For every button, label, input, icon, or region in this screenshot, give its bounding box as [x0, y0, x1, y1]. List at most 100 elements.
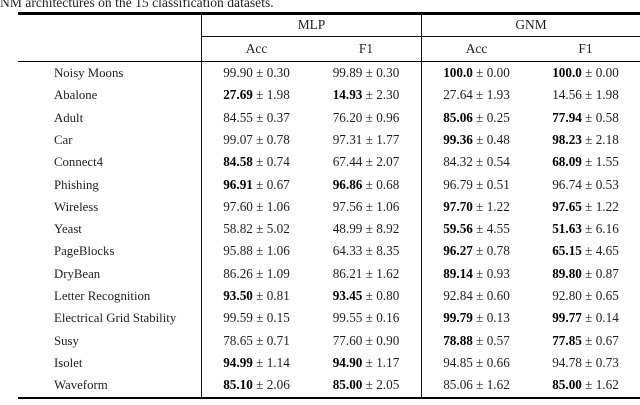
metric-value: 99.55	[332, 310, 363, 326]
metric-std: ± 5.02	[252, 221, 290, 237]
table-row: DryBean 86.26 ± 1.09 86.21 ± 1.62 89.14 …	[18, 262, 640, 286]
gnm-f1-cell: 94.78 ± 0.73	[531, 352, 640, 374]
metric-value: 96.91	[223, 176, 253, 192]
mlp-acc-cell: 99.90 ± 0.30	[201, 62, 311, 85]
metric-std: ± 1.14	[252, 354, 290, 370]
mlp-acc-cell: 96.91 ± 0.67	[201, 173, 311, 196]
metric-value: 27.69	[223, 87, 253, 103]
metric-value: 97.31	[332, 131, 363, 147]
metric-std: ± 0.25	[472, 109, 510, 125]
metric-value: 96.79	[443, 176, 473, 192]
metric-value: 14.56	[552, 87, 582, 103]
gnm-f1-cell: 92.80 ± 0.65	[531, 285, 640, 307]
metric-std: ± 0.74	[252, 154, 290, 170]
metric-value: 85.00	[332, 377, 363, 393]
mlp-f1-cell: 64.33 ± 8.35	[311, 240, 421, 262]
gnm-acc-cell: 99.79 ± 0.13	[421, 307, 531, 330]
mlp-f1-cell: 94.90 ± 1.17	[311, 352, 421, 374]
metric-value: 93.50	[223, 288, 253, 304]
metric-value: 48.99	[332, 221, 363, 237]
gnm-f1-cell: 77.85 ± 0.67	[531, 330, 640, 352]
metric-value: 78.65	[223, 332, 253, 348]
gnm-f1-cell: 14.56 ± 1.98	[531, 84, 640, 106]
metric-std: ± 1.09	[252, 265, 290, 281]
dataset-name: Waveform	[54, 378, 108, 393]
metric-std: ± 0.65	[581, 288, 619, 304]
gnm-acc-cell: 96.79 ± 0.51	[421, 173, 531, 196]
gnm-acc-cell: 84.32 ± 0.54	[421, 151, 531, 174]
metric-std: ± 6.16	[581, 221, 619, 237]
metric-value: 27.64	[443, 87, 473, 103]
metric-std: ± 1.22	[472, 198, 510, 214]
dataset-name: DryBean	[54, 266, 101, 281]
table-row: PageBlocks 95.88 ± 1.06 64.33 ± 8.35 96.…	[18, 240, 640, 263]
metric-std: ± 2.05	[362, 377, 400, 393]
metric-std: ± 0.16	[362, 310, 400, 326]
table-body: Noisy Moons 99.90 ± 0.30 99.89 ± 0.30 10…	[18, 62, 640, 397]
metric-std: ± 0.15	[252, 310, 290, 326]
metric-std: ± 1.98	[252, 87, 290, 103]
metric-value: 99.59	[223, 310, 253, 326]
dataset-name: Connect4	[54, 155, 104, 170]
table-row: Letter Recognition 93.50 ± 0.81 93.45 ± …	[18, 285, 640, 308]
metric-std: ± 0.67	[581, 332, 619, 348]
metric-std: ± 0.37	[252, 109, 290, 125]
dataset-name: Letter Recognition	[54, 289, 151, 304]
metric-value: 99.07	[223, 131, 253, 147]
metric-value: 77.85	[552, 332, 582, 348]
gnm-acc-cell: 85.06 ± 1.62	[421, 374, 531, 397]
metric-value: 76.20	[332, 109, 363, 125]
metric-std: ± 8.92	[362, 221, 400, 237]
metric-std: ± 0.93	[472, 265, 510, 281]
metric-std: ± 1.77	[362, 131, 400, 147]
metric-value: 65.15	[552, 243, 582, 259]
metric-value: 77.60	[332, 332, 363, 348]
dataset-name: Susy	[54, 333, 79, 348]
metric-value: 97.56	[332, 198, 363, 214]
results-table: MLP GNM Acc F1 Acc F1 Noisy Moons 99.90 …	[18, 12, 640, 400]
metric-std: ± 8.35	[362, 243, 400, 259]
gnm-f1-cell: 68.09 ± 1.55	[531, 151, 640, 173]
mid-rule	[18, 60, 640, 63]
metric-std: ± 0.14	[581, 310, 619, 326]
metric-std: ± 0.30	[252, 65, 290, 81]
metric-std: ± 0.60	[472, 288, 510, 304]
table-row: Wireless 97.60 ± 1.06 97.56 ± 1.06 97.70…	[18, 195, 640, 219]
gnm-acc-cell: 96.27 ± 0.78	[421, 240, 531, 263]
metric-value: 97.65	[552, 198, 582, 214]
metric-value: 77.94	[552, 109, 582, 125]
metric-std: ± 0.68	[362, 176, 400, 192]
gnm-f1-cell: 100.0 ± 0.00	[531, 62, 640, 84]
metric-std: ± 1.62	[472, 377, 510, 393]
column-group-mlp: MLP	[201, 14, 421, 37]
mlp-acc-cell: 84.58 ± 0.74	[201, 151, 311, 174]
metric-value: 96.27	[443, 243, 473, 259]
metric-std: ± 0.51	[472, 176, 510, 192]
table-row: Adult 84.55 ± 0.37 76.20 ± 0.96 85.06 ± …	[18, 106, 640, 129]
dataset-name: Car	[54, 132, 73, 147]
metric-value: 89.14	[443, 265, 473, 281]
metric-value: 99.77	[552, 310, 582, 326]
dataset-name: Phishing	[54, 177, 99, 192]
metric-std: ± 0.30	[362, 65, 400, 81]
metric-header-row: Acc F1 Acc F1	[18, 36, 640, 61]
metric-std: ± 0.90	[362, 332, 400, 348]
mlp-acc-cell: 93.50 ± 0.81	[201, 285, 311, 308]
table-row: Noisy Moons 99.90 ± 0.30 99.89 ± 0.30 10…	[18, 62, 640, 85]
metric-value: 89.80	[552, 265, 582, 281]
table-caption-fragment: NM architectures on the 15 classificatio…	[0, 0, 274, 10]
metric-value: 68.09	[552, 154, 582, 170]
gnm-f1-cell: 96.74 ± 0.53	[531, 174, 640, 196]
metric-std: ± 0.96	[362, 109, 400, 125]
top-rule	[18, 12, 640, 15]
mlp-acc-cell: 99.59 ± 0.15	[201, 307, 311, 330]
bottom-rule	[18, 396, 640, 400]
group-header-row: MLP GNM	[18, 14, 640, 37]
gnm-f1-cell: 89.80 ± 0.87	[531, 263, 640, 285]
mlp-f1-cell: 77.60 ± 0.90	[311, 330, 421, 352]
metric-value: 97.70	[443, 198, 473, 214]
dataset-name: Adult	[54, 110, 84, 125]
dataset-name: Isolet	[54, 355, 83, 370]
gnm-acc-cell: 89.14 ± 0.93	[421, 262, 531, 286]
metric-std: ± 0.58	[581, 109, 619, 125]
